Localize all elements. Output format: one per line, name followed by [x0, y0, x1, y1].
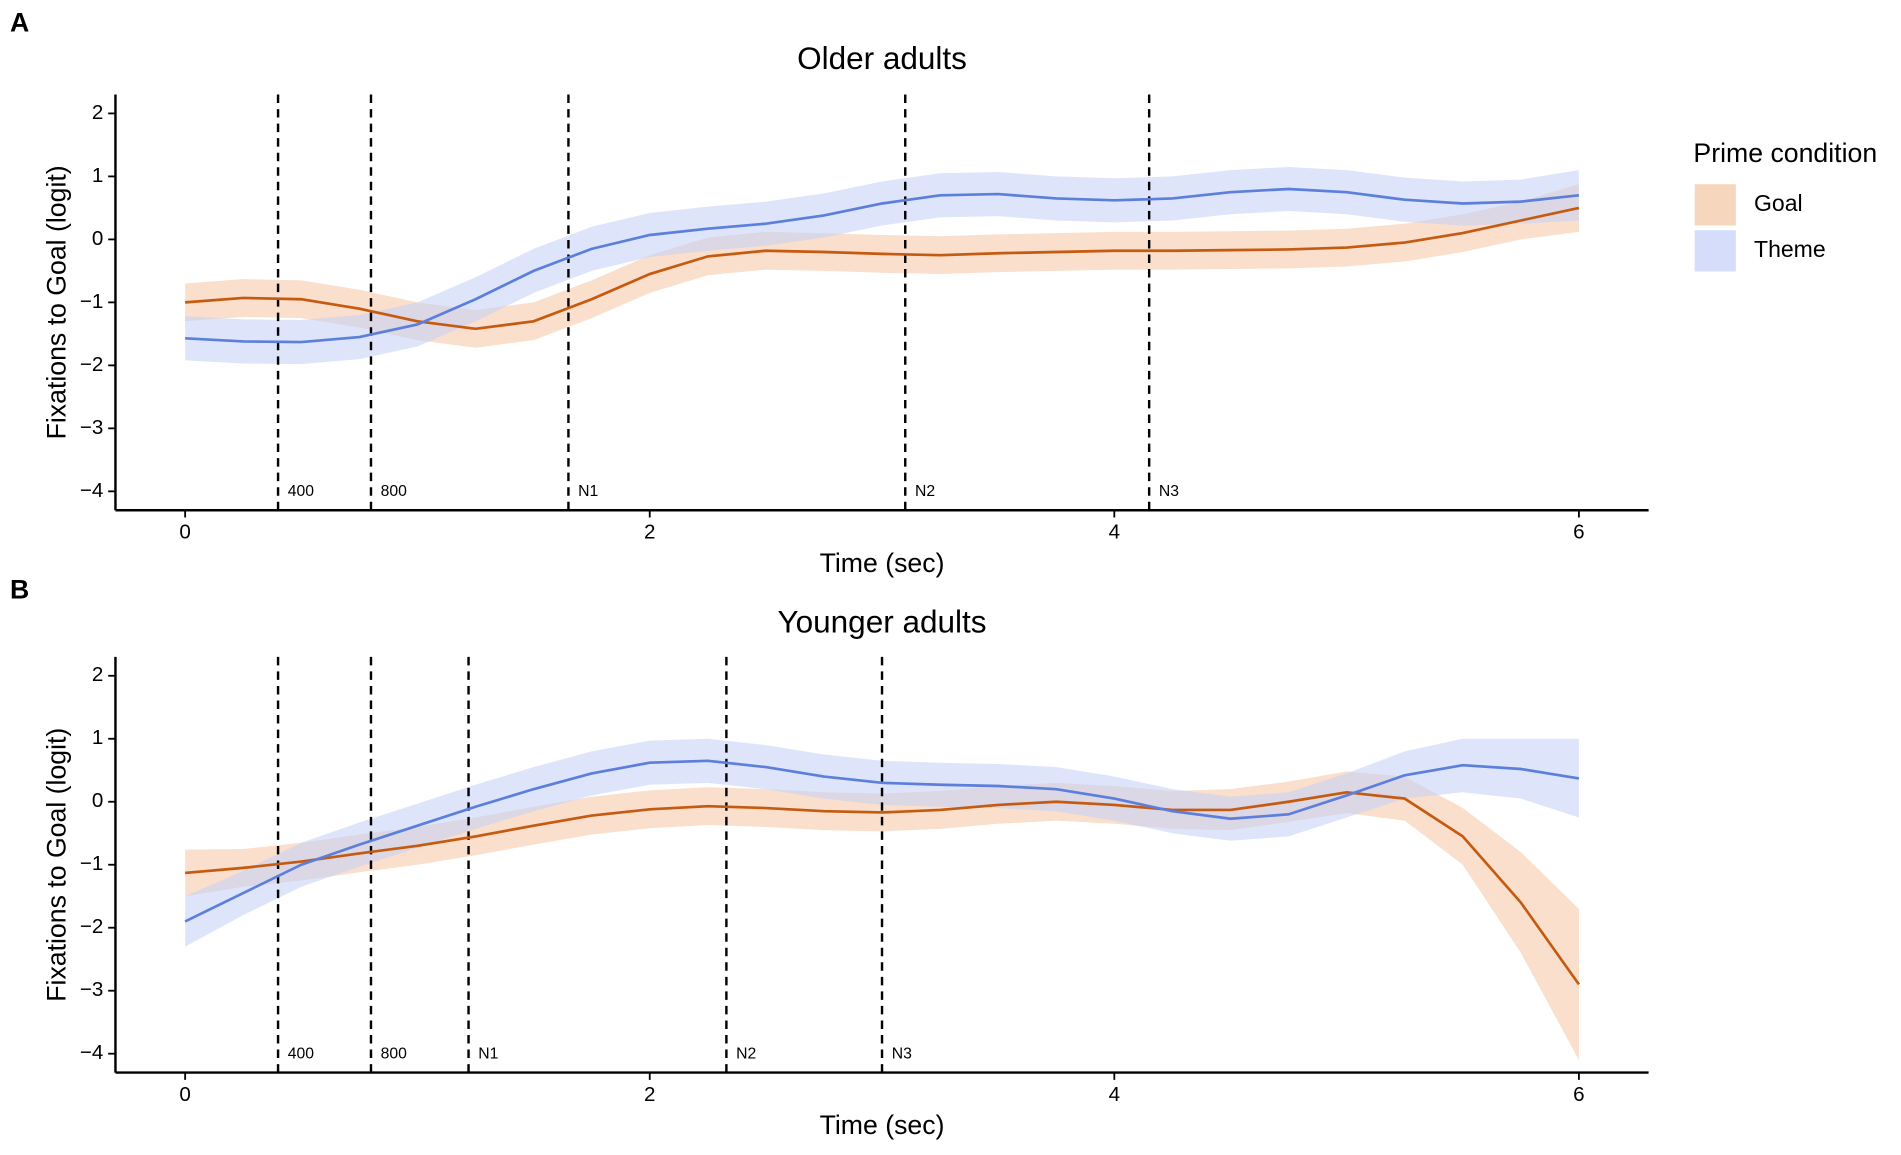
y-tick-label: −4	[80, 479, 103, 502]
series-line	[184, 759, 1580, 923]
y-tick-label: −4	[80, 1041, 103, 1064]
y-axis-label: Fixations to Goal (logit)	[42, 728, 72, 1002]
legend-label: Theme	[1754, 236, 1826, 262]
x-tick-label: 2	[644, 1083, 655, 1106]
series-line	[185, 790, 1580, 986]
x-axis-label: Time (sec)	[820, 1110, 945, 1140]
y-tick-label: −2	[80, 353, 103, 376]
y-tick-label: 1	[92, 726, 103, 749]
series-line	[185, 187, 1580, 344]
x-tick-label: 0	[179, 1083, 190, 1106]
x-tick-label: 4	[1109, 1083, 1120, 1106]
y-tick-label: −2	[80, 915, 103, 938]
event-label: 400	[288, 483, 315, 500]
legend-key	[1694, 230, 1736, 272]
legend-title: Prime condition	[1693, 138, 1877, 168]
event-label: 800	[381, 1046, 408, 1063]
panel-label: B	[10, 574, 29, 604]
y-tick-label: 1	[92, 164, 103, 187]
legend-label: Goal	[1754, 190, 1803, 216]
y-tick-label: 2	[92, 663, 103, 686]
y-tick-label: 0	[92, 789, 103, 812]
event-label: N2	[915, 483, 935, 500]
event-label: 800	[381, 483, 408, 500]
ribbon	[185, 183, 1579, 348]
y-tick-label: 0	[92, 227, 103, 250]
x-tick-label: 2	[644, 521, 655, 544]
legend-key	[1694, 184, 1736, 226]
x-tick-label: 0	[179, 521, 190, 544]
chart-title: Younger adults	[778, 603, 987, 639]
event-label: N3	[1159, 483, 1179, 500]
x-tick-label: 4	[1109, 521, 1120, 544]
event-label: N3	[892, 1046, 912, 1063]
y-tick-label: −3	[80, 416, 103, 439]
event-label: 400	[288, 1046, 315, 1063]
x-axis-label: Time (sec)	[820, 548, 945, 578]
y-axis-label: Fixations to Goal (logit)	[42, 165, 72, 439]
ribbon	[185, 166, 1579, 365]
y-tick-label: 2	[92, 101, 103, 124]
event-label: N1	[578, 483, 598, 500]
x-tick-label: 6	[1573, 521, 1584, 544]
y-tick-label: −3	[80, 978, 103, 1001]
event-label: N2	[736, 1046, 756, 1063]
panel-label: A	[10, 7, 29, 37]
ribbon	[185, 738, 1579, 947]
ribbon	[185, 771, 1579, 1060]
event-label: N1	[478, 1046, 498, 1063]
y-tick-label: −1	[80, 852, 103, 875]
x-tick-label: 6	[1573, 1083, 1584, 1106]
series-line	[185, 206, 1580, 331]
y-tick-label: −1	[80, 290, 103, 313]
chart-title: Older adults	[797, 40, 967, 76]
